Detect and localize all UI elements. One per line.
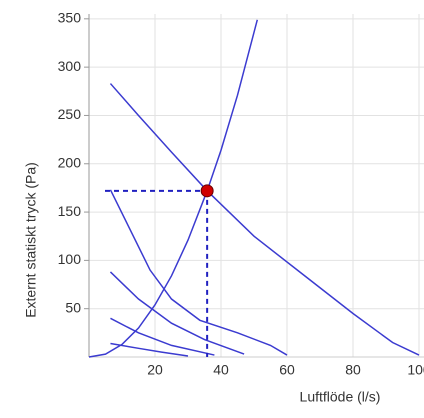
y-tick-label: 150 (58, 203, 82, 219)
x-tick-label: 80 (345, 362, 361, 378)
x-axis-label: Luftflöde (l/s) (300, 389, 381, 405)
curve (109, 271, 245, 355)
y-tick-label: 200 (58, 154, 82, 170)
x-tick-label: 60 (279, 362, 295, 378)
y-tick-label: 100 (58, 251, 82, 267)
x-tick-label: 20 (147, 362, 163, 378)
curve (110, 342, 189, 357)
x-tick-label: 40 (213, 362, 229, 378)
curve (109, 189, 288, 356)
curve (109, 83, 420, 356)
y-tick-label: 350 (58, 10, 82, 26)
curve (88, 19, 259, 358)
operating-point (200, 184, 214, 198)
y-tick-label: 50 (65, 299, 81, 315)
x-tick-label: 100 (407, 362, 424, 378)
y-axis-label: Externt statiskt tryck (Pa) (23, 162, 39, 318)
y-tick-label: 250 (58, 106, 82, 122)
y-tick-label: 300 (58, 58, 82, 74)
curve (110, 317, 215, 356)
